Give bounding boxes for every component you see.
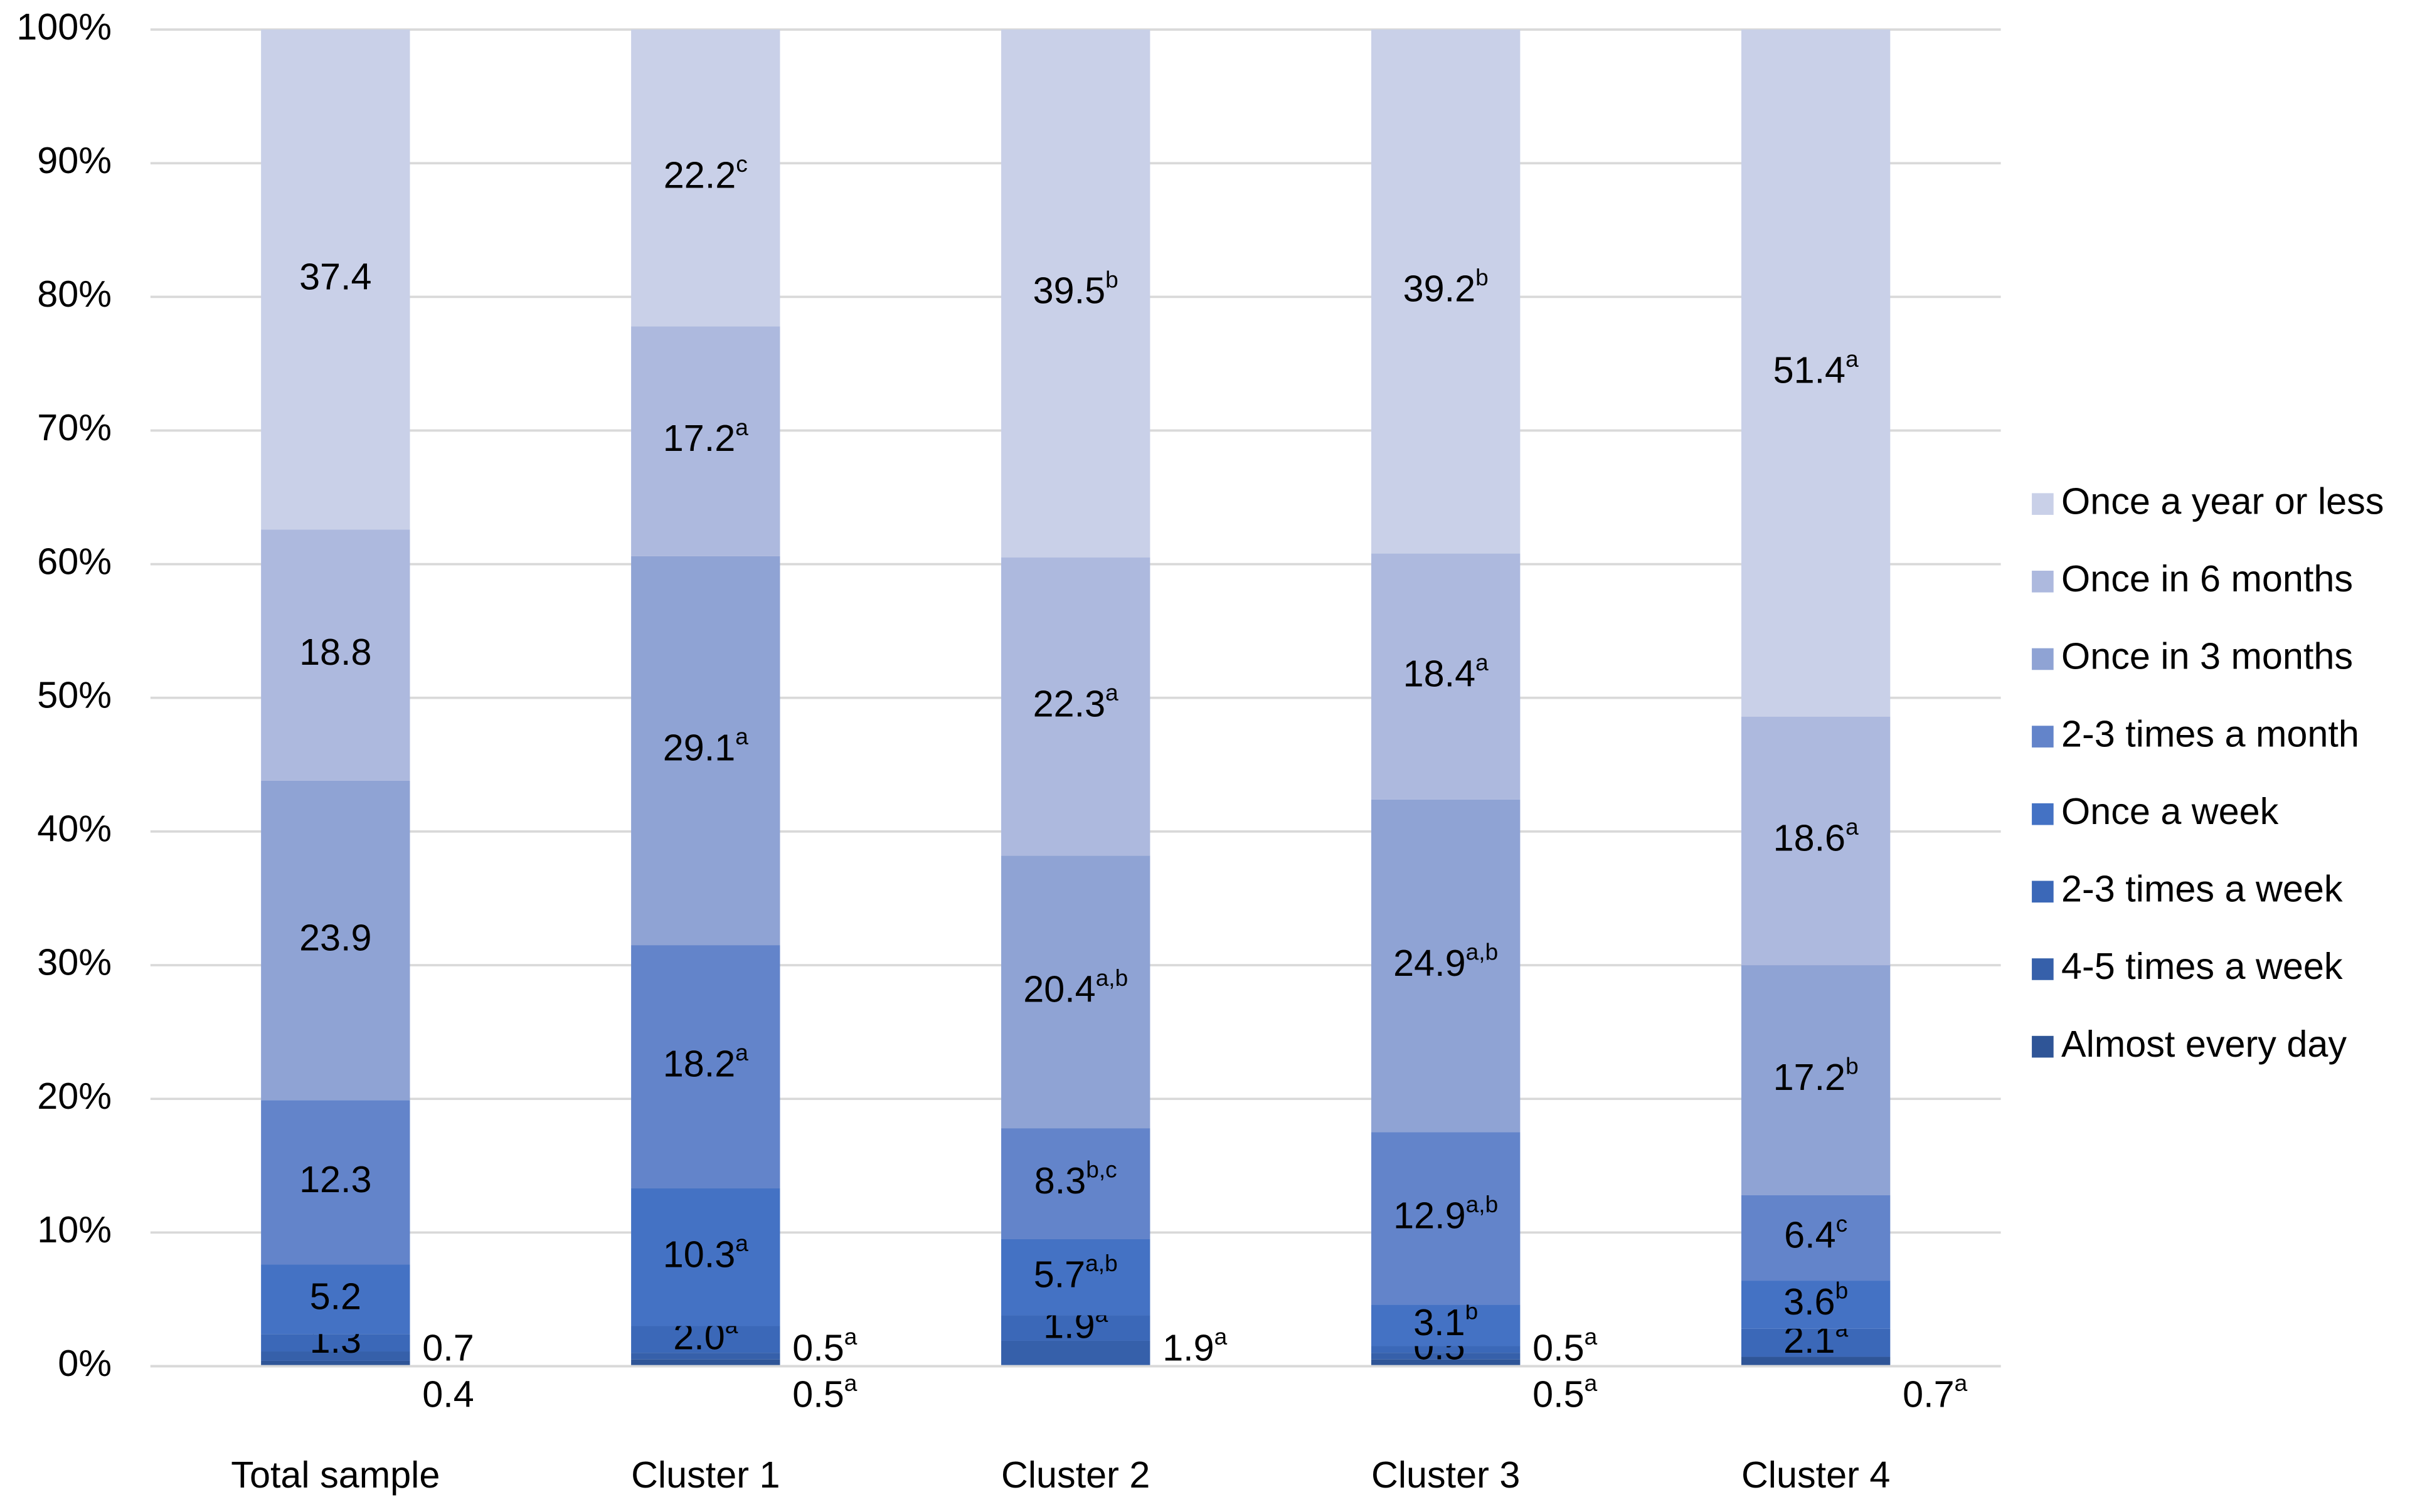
- bar-segment: [261, 1360, 410, 1367]
- y-tick-label: 30%: [37, 941, 112, 983]
- bar-segment: [261, 1351, 410, 1361]
- bar-segment: [1371, 1132, 1521, 1305]
- bar-segment: [1741, 1195, 1891, 1281]
- legend-label: Once in 6 months: [2061, 558, 2353, 600]
- bar-segment: [631, 326, 780, 556]
- bar-segment: [1001, 1239, 1150, 1316]
- legend-label: 2-3 times a month: [2061, 712, 2359, 754]
- value-label: 0.5a: [792, 1323, 857, 1369]
- value-label: 39.5b: [1033, 266, 1118, 312]
- bar-segment: [261, 1264, 410, 1335]
- bar-segment: [631, 945, 780, 1188]
- value-label: 18.8: [299, 631, 371, 673]
- bar-segment: [1741, 1356, 1891, 1367]
- value-label: 51.4a: [1773, 346, 1859, 391]
- bar-segment: [631, 1188, 780, 1326]
- legend-label: 2-3 times a week: [2061, 868, 2343, 910]
- value-label: 39.2b: [1403, 264, 1489, 310]
- value-label: 0.4: [422, 1373, 474, 1415]
- value-label: 18.2a: [663, 1039, 748, 1085]
- value-label: 17.2b: [1773, 1052, 1859, 1098]
- value-label: 12.3: [299, 1158, 371, 1200]
- legend-swatch: [2032, 880, 2054, 903]
- legend-swatch: [2032, 726, 2054, 748]
- y-tick-label: 100%: [16, 6, 112, 48]
- x-tick-label: Cluster 2: [1001, 1454, 1150, 1496]
- x-tick-label: Cluster 3: [1371, 1454, 1520, 1496]
- bar-segment: [261, 1334, 410, 1352]
- legend-swatch: [2032, 958, 2054, 980]
- bar-segment: [631, 1326, 780, 1353]
- bar-segment: [1001, 1315, 1150, 1341]
- x-tick-label: Cluster 1: [631, 1454, 780, 1496]
- value-label: 37.4: [299, 255, 371, 297]
- y-tick-label: 20%: [37, 1075, 112, 1117]
- bar-segment: [1001, 557, 1150, 856]
- bar-segment: [1001, 1340, 1150, 1367]
- value-label: 18.6a: [1773, 813, 1859, 859]
- value-label: 17.2a: [663, 414, 748, 460]
- legend-swatch: [2032, 493, 2054, 515]
- bar-segment: [261, 1100, 410, 1265]
- legend-swatch: [2032, 1035, 2054, 1058]
- bar-segment: [631, 1359, 780, 1367]
- bar-segment: [261, 29, 410, 530]
- value-label: 20.4a,b: [1023, 965, 1128, 1010]
- y-tick-label: 40%: [37, 808, 112, 850]
- value-label: 0.5a: [792, 1370, 857, 1415]
- legend-label: Almost every day: [2061, 1023, 2347, 1065]
- bar-segment: [1001, 855, 1150, 1129]
- value-label: 18.4a: [1403, 649, 1489, 695]
- y-tick-label: 90%: [37, 139, 112, 181]
- bar-segment: [1741, 716, 1891, 966]
- x-tick-label: Total sample: [231, 1454, 440, 1496]
- value-label: 22.2c: [664, 151, 748, 196]
- bar-segment: [1741, 1281, 1891, 1329]
- legend-label: Once a week: [2061, 790, 2279, 832]
- bar-segment: [1001, 29, 1150, 558]
- value-label: 0.5a: [1532, 1323, 1597, 1369]
- bar-segment: [1371, 1304, 1521, 1346]
- legend-label: 4-5 times a week: [2061, 945, 2343, 987]
- bar-segment: [631, 556, 780, 946]
- y-tick-label: 80%: [37, 273, 112, 315]
- value-label: 1.9a: [1162, 1323, 1227, 1369]
- legend-label: Once in 3 months: [2061, 635, 2353, 677]
- bar-segment: [1371, 1346, 1521, 1353]
- value-label: 23.9: [299, 916, 371, 958]
- value-label: 22.3a: [1033, 679, 1118, 725]
- legend-swatch: [2032, 648, 2054, 670]
- value-label: 5.7a,b: [1034, 1250, 1118, 1296]
- y-tick-label: 70%: [37, 406, 112, 448]
- value-label: 0.7: [422, 1326, 474, 1368]
- y-tick-label: 50%: [37, 674, 112, 716]
- y-tick-label: 10%: [37, 1208, 112, 1250]
- value-label: 0.7a: [1903, 1370, 1967, 1415]
- bar-segment: [1741, 1328, 1891, 1357]
- legend-label: Once a year or less: [2061, 480, 2384, 522]
- value-label: 24.9a,b: [1393, 938, 1498, 984]
- legend-swatch: [2032, 571, 2054, 593]
- bar-segment: [1371, 799, 1521, 1133]
- bar-segment: [1371, 1359, 1521, 1367]
- bar-segment: [1741, 29, 1891, 717]
- bar-segment: [631, 1353, 780, 1360]
- bar-segment: [261, 780, 410, 1101]
- bar-segment: [1371, 29, 1521, 554]
- value-label: 5.2: [310, 1276, 361, 1318]
- legend-swatch: [2032, 803, 2054, 825]
- value-label: 10.3a: [663, 1230, 748, 1276]
- x-tick-label: Cluster 4: [1741, 1454, 1890, 1496]
- bar-segment: [1371, 1353, 1521, 1360]
- bar-segment: [1371, 553, 1521, 800]
- bar-segment: [261, 529, 410, 781]
- bar-segment: [631, 29, 780, 327]
- value-label: 0.5a: [1532, 1370, 1597, 1415]
- y-tick-label: 60%: [37, 540, 112, 582]
- bar-segment: [1001, 1128, 1150, 1239]
- bar-segment: [1741, 965, 1891, 1195]
- y-tick-label: 0%: [58, 1342, 112, 1384]
- value-label: 29.1a: [663, 723, 748, 769]
